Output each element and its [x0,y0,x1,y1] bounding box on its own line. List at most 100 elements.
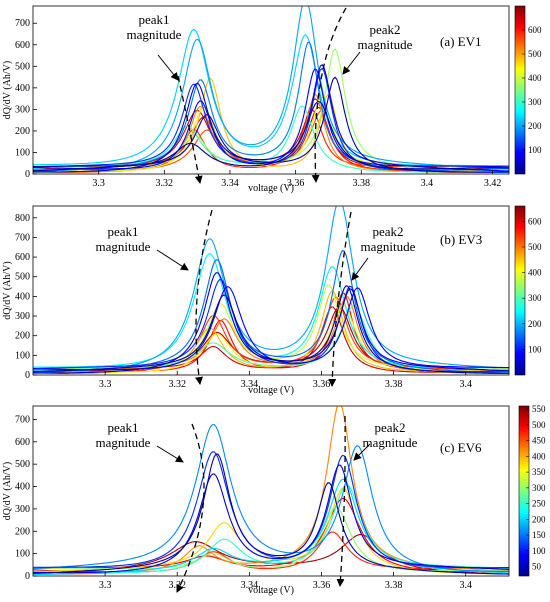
y-tick-label: 500 [15,272,30,283]
colorbar-tick-label: 200 [528,121,542,131]
colorbar: 100 200 300 400 500 600 [514,5,542,175]
trend-arrow [336,415,346,587]
panel-title: (b) EV3 [440,232,482,247]
series-group [33,406,509,576]
trend-arrow [311,7,347,183]
chart-panel-2: 3.3 3.32 3.34 3.36 3.38 3.4 0 100 200 300 400 500 60… [2,205,542,396]
y-tick-label: 500 [15,459,30,470]
x-tick-label: 3.32 [168,379,186,390]
annotation-arrow [157,54,179,81]
x-tick-label: 3.4 [459,379,472,390]
y-axis-label: dQ/dV (Ah/V) [2,261,13,319]
x-tick-label: 3.3 [99,379,112,390]
annotation-text: magnitude [127,27,182,42]
x-tick-label: 3.36 [287,178,305,189]
x-tick-label: 3.4 [421,178,434,189]
trend-arrow [328,211,352,387]
annotation-text: peak2 [374,420,405,435]
series-line [33,100,509,170]
colorbar-tick-label: 350 [532,467,546,477]
colorbar-tick-label: 200 [528,319,542,329]
y-tick-label: 100 [15,147,30,158]
series-line [33,76,509,173]
annotation-arrow [342,51,361,75]
series-line [33,451,509,569]
colorbar-tick-label: 250 [532,499,546,509]
y-axis-label: dQ/dV (Ah/V) [2,462,13,520]
x-axis-label: voltage (V) [248,385,294,396]
annotation-text: peak1 [107,224,138,239]
annotation-arrow [156,445,184,463]
plot-area [33,406,509,576]
y-tick-label: 200 [15,331,30,342]
y-tick-label: 100 [15,549,30,560]
trend-arrow [195,209,213,385]
annotation-arrow [353,443,371,461]
annotation-text: magnitude [361,239,416,254]
colorbar-tick-label: 400 [528,268,542,278]
y-tick-label: 500 [15,61,30,72]
x-tick-label: 3.36 [313,379,331,390]
colorbar-tick-label: 200 [532,514,546,524]
annotation-text: magnitude [363,435,418,450]
x-tick-label: 3.3 [92,178,105,189]
x-tick-label: 3.42 [484,178,502,189]
axes-box [32,5,510,175]
series-line [33,453,509,575]
series-line [33,64,509,173]
series-line [33,28,509,167]
annotation-arrow [351,257,369,281]
series-line [33,464,509,574]
y-tick-label: 400 [15,482,30,493]
colorbar-tick-label: 300 [532,483,546,493]
colorbar-tick-label: 500 [528,242,542,252]
chart-panel-3: 3.3 3.32 3.34 3.36 3.38 3.4 0 100 200 300 400 500 60… [2,404,546,596]
y-tick-label: 700 [15,232,30,243]
x-tick-label: 3.34 [241,379,259,390]
y-tick-label: 600 [15,40,30,51]
series-line [33,484,509,574]
plot-area [33,6,509,174]
x-tick-label: 3.34 [241,580,259,591]
y-tick-label: 400 [15,83,30,94]
trend-arrow [177,75,203,184]
panel-title: (c) EV6 [440,440,482,455]
x-tick-label: 3.34 [221,178,239,189]
colorbar-tick-label: 550 [532,404,546,414]
colorbar-tick-label: 500 [528,49,542,59]
chart-panel-1: 3.3 3.32 3.34 3.36 3.38 3.4 3.42 0 100 200 300 400 5… [2,5,542,194]
annotation-text: peak2 [369,22,400,37]
colorbar-tick-label: 100 [528,344,542,354]
y-tick-label: 600 [15,252,30,263]
y-tick-label: 0 [25,571,30,582]
series-line [33,105,509,173]
y-tick-label: 300 [15,504,30,515]
series-line [33,272,509,374]
panel-title: (a) EV1 [440,34,482,49]
colorbar-tick-label: 500 [532,420,546,430]
colorbar-tick-label: 100 [532,546,546,556]
colorbar-tick-label: 600 [528,25,542,35]
series-line [33,285,509,374]
x-tick-label: 3.32 [168,580,186,591]
y-axis-label: dQ/dV (Ah/V) [2,61,13,119]
y-tick-label: 800 [15,213,30,224]
y-tick-label: 200 [15,526,30,537]
colorbar-tick-label: 400 [532,451,546,461]
y-tick-label: 300 [15,311,30,322]
colorbar: 50 100 150 200 250 300 350 400 450 500 550 [518,404,546,577]
x-axis-label: voltage (V) [248,183,294,194]
x-tick-label: 3.38 [353,178,371,189]
x-tick-label: 3.38 [385,379,403,390]
series-group [33,6,509,174]
colorbar-tick-label: 600 [528,216,542,226]
annotation-text: peak2 [372,224,403,239]
series-group [33,206,509,375]
axes-box [32,405,510,577]
